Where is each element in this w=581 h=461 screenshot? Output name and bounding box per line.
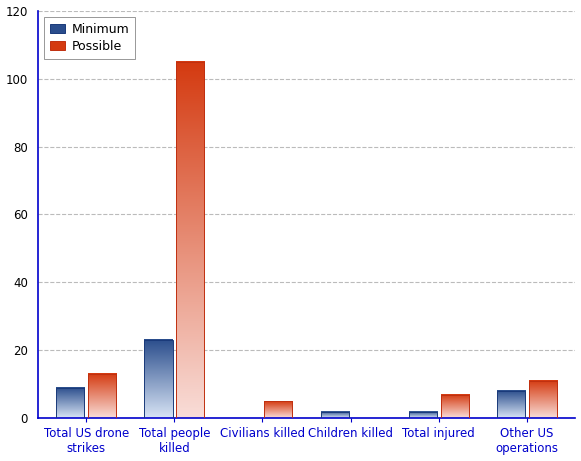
Bar xyxy=(144,340,173,419)
Bar xyxy=(88,374,116,419)
Bar xyxy=(176,61,205,419)
Bar xyxy=(321,412,349,419)
Bar xyxy=(497,391,525,419)
Bar xyxy=(529,381,557,419)
Bar xyxy=(409,412,437,419)
Bar xyxy=(264,402,292,419)
Bar xyxy=(440,395,469,419)
Bar xyxy=(56,388,84,419)
Legend: Minimum, Possible: Minimum, Possible xyxy=(44,17,135,59)
